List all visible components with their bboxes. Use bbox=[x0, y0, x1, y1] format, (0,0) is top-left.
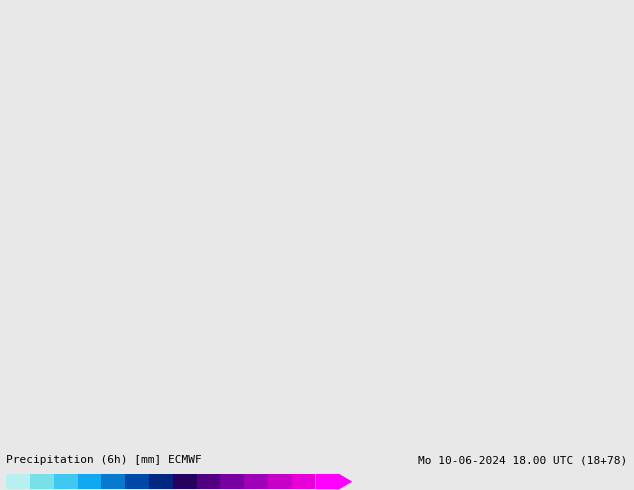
Text: Precipitation (6h) [mm] ECMWF: Precipitation (6h) [mm] ECMWF bbox=[6, 455, 202, 465]
Bar bbox=[244, 474, 268, 490]
Bar bbox=[268, 474, 292, 490]
Bar bbox=[101, 474, 126, 490]
Bar bbox=[221, 474, 244, 490]
Bar bbox=[197, 474, 220, 490]
Bar bbox=[6, 474, 30, 490]
Bar bbox=[292, 474, 316, 490]
Bar bbox=[126, 474, 149, 490]
Text: Mo 10-06-2024 18.00 UTC (18+78): Mo 10-06-2024 18.00 UTC (18+78) bbox=[418, 455, 628, 465]
FancyArrow shape bbox=[316, 474, 353, 490]
Bar bbox=[54, 474, 77, 490]
Bar bbox=[30, 474, 54, 490]
Bar bbox=[77, 474, 101, 490]
Bar bbox=[149, 474, 172, 490]
Bar bbox=[172, 474, 197, 490]
